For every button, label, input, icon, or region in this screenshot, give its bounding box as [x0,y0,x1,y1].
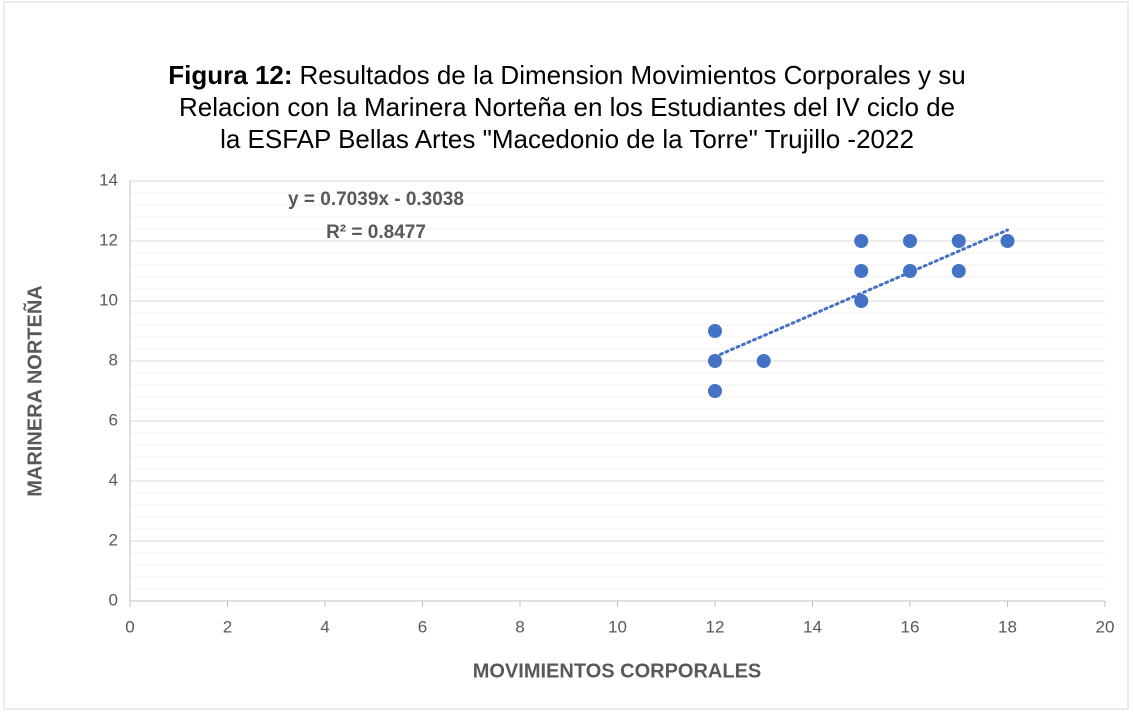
trendline [713,228,1009,359]
x-tick-label: 0 [125,617,134,636]
y-tick-label: 4 [109,470,118,489]
x-tick-label: 16 [901,617,920,636]
y-tick-label: 14 [99,170,118,189]
point [708,354,722,368]
point [756,354,771,368]
y-tick-label: 2 [109,530,118,549]
x-tick-label: 6 [418,617,427,636]
title-line: la ESFAP Bellas Artes "Macedonio de la T… [220,124,914,154]
x-tick-label: 14 [803,617,822,636]
point [854,264,869,278]
title-bold: Figura 12: [168,60,292,90]
y-tick-label: 0 [109,590,118,609]
x-tick-label: 10 [608,617,627,636]
title-line: Relacion con la Marinera Norteña en los … [179,92,955,122]
y-tick-label: 8 [109,350,118,369]
chart-title: Figura 12: Resultados de la Dimension Mov… [168,60,965,154]
x-tick-label: 2 [223,617,232,636]
point [854,294,869,308]
x-tick-label: 20 [1096,617,1115,636]
title-line: Figura 12: Resultados de la Dimension Mov… [168,60,965,90]
x-axis-label: MOVIMIENTOS CORPORALES [473,660,762,682]
point [951,234,966,248]
y-tick-label: 6 [109,410,118,429]
title-text: Resultados de la Dimension Movimientos C… [300,60,966,90]
x-tick-label: 8 [515,617,524,636]
trendline-r2: R² = 0.8477 [326,222,426,243]
point [854,234,869,248]
x-tick-label: 4 [320,617,329,636]
point [1000,234,1015,248]
y-axis-label: MARINERA NORTEÑA [23,285,46,496]
point [903,234,917,248]
point [951,264,966,278]
trendline-equation: y = 0.7039x - 0.3038 [288,189,464,210]
x-tick-label: 18 [998,617,1017,636]
point [903,264,917,278]
y-tick-label: 10 [99,290,118,309]
point [708,384,722,398]
y-tick-label: 12 [99,230,118,249]
point [708,324,722,338]
x-tick-label: 12 [706,617,725,636]
chart-border [3,1,1129,710]
